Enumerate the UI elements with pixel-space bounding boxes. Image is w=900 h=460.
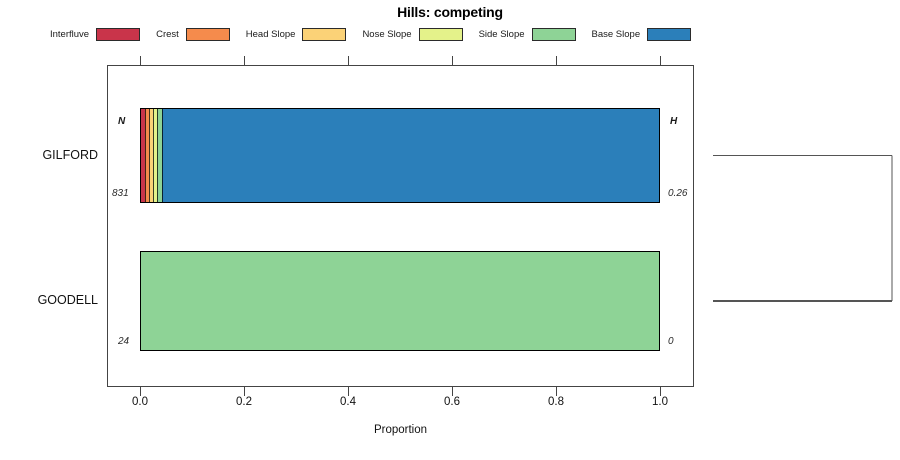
h-value: 0.26 [668,188,688,199]
x-axis-tick-label: 0.8 [548,396,564,408]
stacked-bar [140,108,660,203]
x-axis-tick [556,387,557,396]
legend-entry: Nose Slope [362,27,463,41]
legend-label: Base Slope [591,28,641,40]
n-value: 831 [112,188,129,199]
x-axis-tick-label: 0.4 [340,396,356,408]
x-axis-title: Proportion [373,424,428,436]
x-axis-tick [556,56,557,65]
x-axis-tick [140,387,141,396]
x-axis-tick [452,56,453,65]
n-column-header: N [118,116,126,127]
legend-swatch [531,27,576,41]
dendrogram [713,155,893,302]
row-label-gilford: GILFORD [42,147,98,162]
x-axis-tick-label: 0.2 [236,396,252,408]
legend-label: Side Slope [478,28,525,40]
legend-label: Nose Slope [362,28,412,40]
legend-swatch [647,27,692,41]
stacked-bar [140,251,660,351]
legend-swatch [185,27,230,41]
bar-segment-base-slope [161,109,659,202]
x-axis-tick [348,387,349,396]
legend-swatch [418,27,463,41]
legend-swatch [302,27,347,41]
x-axis-tick [660,56,661,65]
x-axis-tick-label: 0.0 [132,396,148,408]
x-axis-tick [244,56,245,65]
bar-segment-side-slope [141,252,659,350]
chart-title: Hills: competing [397,4,503,20]
chart-legend: Interfluve Crest Head Slope Nose Slope Side … [50,25,850,43]
x-axis-tick [140,56,141,65]
x-axis-tick-label: 1.0 [652,396,668,408]
x-axis-tick [348,56,349,65]
h-column-header: H [670,116,678,127]
bar-segment-head-slope [149,109,153,202]
legend-entry: Interfluve [50,27,141,41]
x-axis-tick [660,387,661,396]
row-label-goodell: GOODELL [37,293,98,307]
x-axis-tick [244,387,245,396]
legend-label: Interfluve [50,28,90,40]
bar-segment-side-slope [156,109,162,202]
legend-entry: Side Slope [478,27,576,41]
legend-entry: Crest [156,27,230,41]
legend-swatch [96,27,141,41]
legend-entry: Base Slope [591,27,692,41]
x-axis-tick [452,387,453,396]
bar-segment-crest [145,109,150,202]
bar-segment-nose-slope [152,109,157,202]
legend-entry: Head Slope [245,27,347,41]
legend-label: Head Slope [245,28,296,40]
h-value: 0 [668,336,674,347]
x-axis-tick-label: 0.6 [444,396,460,408]
n-value: 24 [118,336,130,347]
bar-segment-interfluve [141,109,146,202]
legend-label: Crest [156,28,179,40]
